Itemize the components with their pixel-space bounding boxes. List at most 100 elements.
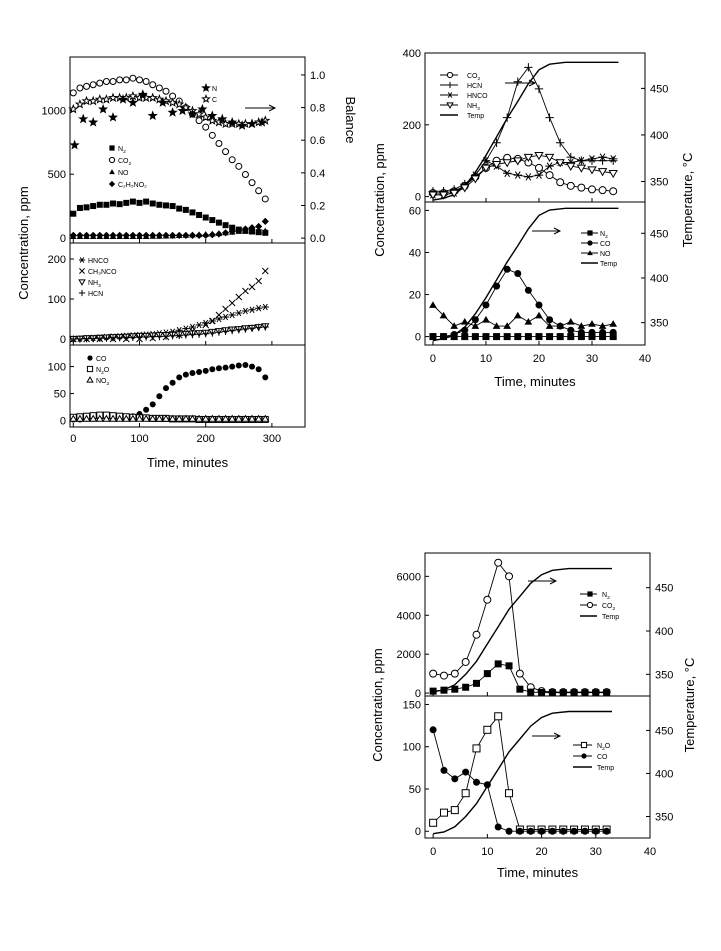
data-point xyxy=(503,333,511,341)
data-point xyxy=(181,414,191,422)
data-point xyxy=(182,206,189,213)
data-point xyxy=(221,229,230,237)
data-point xyxy=(168,414,177,422)
data-point xyxy=(102,77,110,85)
data-point xyxy=(527,688,535,696)
data-point xyxy=(182,231,190,239)
data-point xyxy=(535,301,543,309)
series-c xyxy=(68,90,271,129)
axis-arrow xyxy=(532,732,562,740)
data-point xyxy=(515,669,524,678)
legend-label-hnco: HNCO xyxy=(88,258,109,265)
y2-tick-label: 400 xyxy=(650,273,668,285)
y-tick-label: 200 xyxy=(48,254,66,266)
legend-marker xyxy=(446,81,454,89)
data-point xyxy=(141,414,151,422)
data-point xyxy=(545,162,554,170)
data-point xyxy=(135,414,144,422)
data-point xyxy=(546,333,554,341)
legend-marker xyxy=(587,591,593,597)
data-point xyxy=(587,156,597,165)
x-tick-label: 200 xyxy=(197,433,215,445)
data-point xyxy=(202,330,210,338)
data-point xyxy=(577,322,586,329)
data-point xyxy=(493,333,501,341)
data-point xyxy=(137,89,148,99)
data-point xyxy=(195,330,203,338)
data-point xyxy=(175,231,183,239)
data-point xyxy=(556,333,564,341)
data-point xyxy=(222,148,230,156)
data-point xyxy=(149,231,157,239)
y-tick-label: 0 xyxy=(60,416,66,428)
data-point xyxy=(524,318,533,325)
data-point xyxy=(214,414,224,422)
data-point xyxy=(460,184,470,193)
data-point xyxy=(162,231,170,239)
data-point xyxy=(439,808,448,817)
data-point xyxy=(502,169,512,178)
data-point xyxy=(471,322,480,329)
data-point xyxy=(195,231,203,239)
x-tick-label: 0 xyxy=(70,433,76,445)
legend: N2 CO2 Temp xyxy=(580,591,619,621)
data-point xyxy=(261,323,269,331)
data-point xyxy=(599,333,607,341)
data-point xyxy=(74,98,85,109)
data-point xyxy=(577,183,586,192)
data-point xyxy=(581,827,589,835)
data-point xyxy=(235,326,243,334)
data-point xyxy=(76,335,84,343)
data-point xyxy=(429,333,437,341)
data-point xyxy=(524,286,532,294)
data-point xyxy=(577,333,585,341)
data-point xyxy=(524,173,533,181)
data-point xyxy=(222,222,229,229)
data-point xyxy=(242,361,249,368)
data-point xyxy=(162,87,170,95)
data-point xyxy=(208,329,216,337)
data-point xyxy=(429,818,438,827)
data-point xyxy=(89,231,97,239)
legend: N2 CO2 NO C₂H₅NO₂ xyxy=(108,145,147,189)
y-tick-label: 100 xyxy=(403,742,421,754)
y-tick-label: 50 xyxy=(54,389,66,401)
legend-label-co2: CO2 xyxy=(467,73,481,82)
data-point xyxy=(609,328,617,336)
y-tick-label: 0 xyxy=(415,826,421,838)
data-point xyxy=(608,169,618,179)
data-point xyxy=(228,311,236,319)
legend-label-temp: Temp xyxy=(467,113,484,120)
x-tick-label: 20 xyxy=(535,846,547,858)
legend-label-n2: N2 xyxy=(602,592,610,601)
y2-tick-label: 0.4 xyxy=(310,168,325,180)
data-point xyxy=(228,227,236,236)
data-point xyxy=(70,210,77,217)
legend-marker xyxy=(446,92,454,98)
data-point xyxy=(603,689,611,697)
legend: N2O CO Temp xyxy=(573,741,614,772)
data-point xyxy=(462,683,470,691)
legend-label-hcn: HCN xyxy=(467,83,482,90)
data-point xyxy=(473,778,481,786)
data-point xyxy=(89,81,97,89)
chart-left-panel-2: 0 100 200 HNCO CH₃NCO NH3 HCN xyxy=(48,242,306,346)
data-point xyxy=(182,371,189,378)
data-point xyxy=(254,414,263,422)
data-point xyxy=(142,77,150,85)
data-point xyxy=(136,199,143,206)
legend-marker xyxy=(446,102,454,109)
data-point xyxy=(249,363,256,370)
data-point xyxy=(155,414,164,422)
y2-tick-label: 350 xyxy=(650,318,668,330)
data-point xyxy=(461,657,470,666)
legend-marker xyxy=(109,145,115,151)
data-point xyxy=(450,330,458,338)
data-point xyxy=(234,414,243,422)
data-point xyxy=(261,195,269,203)
data-point xyxy=(438,191,449,200)
x-tick-label: 10 xyxy=(480,353,492,365)
data-point xyxy=(608,156,618,165)
data-point xyxy=(592,827,600,835)
